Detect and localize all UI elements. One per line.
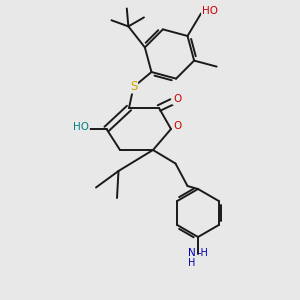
Text: H: H bbox=[188, 257, 196, 268]
Text: N: N bbox=[188, 248, 196, 258]
Text: O: O bbox=[173, 121, 182, 131]
Text: S: S bbox=[130, 80, 137, 93]
Text: O: O bbox=[173, 94, 181, 104]
Text: -H: -H bbox=[197, 248, 208, 258]
Text: HO: HO bbox=[202, 6, 218, 16]
Text: HO: HO bbox=[73, 122, 89, 133]
